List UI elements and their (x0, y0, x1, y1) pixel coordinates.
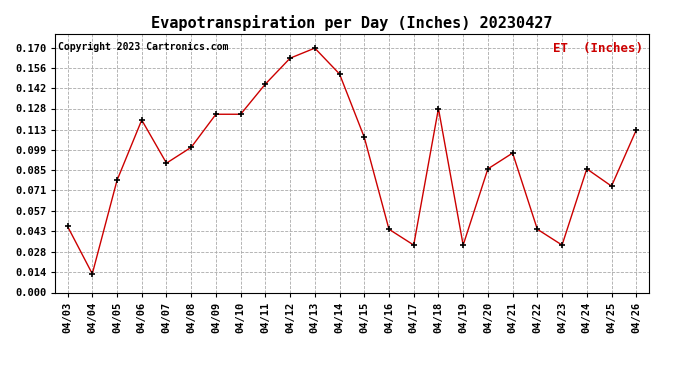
Text: Copyright 2023 Cartronics.com: Copyright 2023 Cartronics.com (58, 42, 228, 51)
Text: ET  (Inches): ET (Inches) (553, 42, 642, 54)
Title: Evapotranspiration per Day (Inches) 20230427: Evapotranspiration per Day (Inches) 2023… (151, 15, 553, 31)
